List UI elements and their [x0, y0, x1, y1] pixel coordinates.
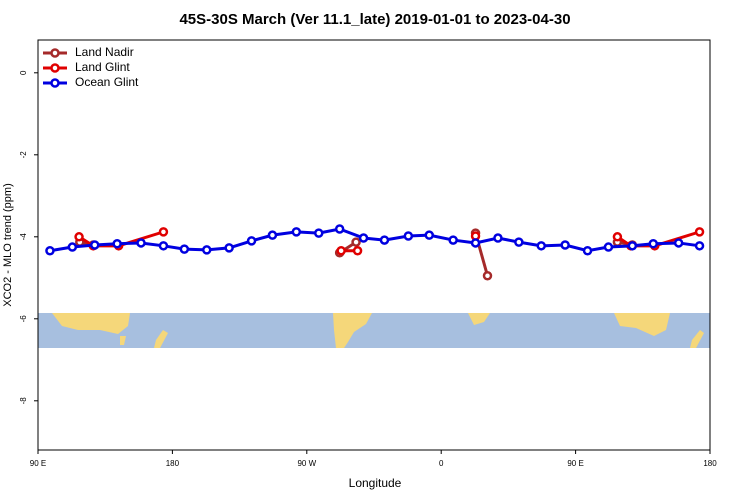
legend-label: Ocean Glint [75, 75, 139, 89]
x-tick-label: 90 E [567, 459, 583, 468]
data-point [482, 271, 493, 281]
data-point [448, 235, 458, 245]
data-point [291, 227, 302, 237]
data-point [536, 241, 547, 251]
land-shape [468, 313, 490, 325]
data-point [336, 245, 346, 256]
data-point [201, 245, 212, 255]
data-point [313, 228, 324, 238]
legend-marker [50, 63, 60, 73]
map-strip [38, 313, 710, 348]
x-tick-label: 180 [703, 459, 717, 468]
data-point [694, 227, 705, 237]
legend-label: Land Glint [75, 60, 130, 74]
plot-frame [37, 39, 711, 451]
data-point [673, 238, 684, 248]
land-shape [614, 313, 670, 336]
data-point [179, 244, 190, 254]
y-axis-label: XCO2 - MLO trend (ppm) [2, 183, 14, 306]
y-tick-label: -4 [19, 233, 28, 241]
x-tick-label: 0 [439, 459, 444, 468]
data-point [470, 238, 481, 248]
data-point [224, 243, 234, 253]
data-point [612, 232, 623, 242]
x-tick-label: 90 W [297, 459, 316, 468]
data-point [694, 241, 705, 251]
legend-marker [50, 48, 60, 58]
data-point [379, 235, 390, 245]
data-point [351, 237, 361, 247]
data-point [627, 241, 638, 251]
data-point [603, 242, 614, 252]
chart-title: 45S-30S March (Ver 11.1_late) 2019-01-01… [179, 11, 570, 28]
data-point [89, 240, 100, 250]
x-tick-label: 90 E [30, 459, 46, 468]
y-tick-label: -6 [19, 315, 28, 323]
data-point [514, 237, 524, 247]
data-point [493, 233, 503, 243]
y-tick-label: -2 [19, 151, 28, 159]
data-point [648, 239, 659, 249]
data-point [334, 224, 345, 234]
data-point [45, 245, 55, 256]
legend-marker [50, 78, 60, 88]
land-shape [154, 330, 168, 348]
data-point [582, 245, 593, 256]
data-point [352, 245, 363, 256]
data-point [424, 230, 435, 240]
data-point [67, 242, 78, 252]
land-shape [333, 313, 372, 348]
x-axis-label: Longitude [349, 476, 402, 490]
y-tick-label: -8 [19, 397, 28, 405]
y-tick-label: 0 [19, 70, 28, 75]
land-shape [120, 336, 126, 345]
data-point [267, 230, 278, 240]
data-point [112, 239, 122, 249]
data-point [74, 232, 84, 242]
ocean-background [38, 313, 710, 348]
data-point [136, 238, 146, 248]
data-point [158, 227, 169, 237]
legend-label: Land Nadir [75, 45, 134, 59]
land-shape [52, 313, 130, 334]
data-point [158, 241, 169, 251]
x-tick-label: 180 [166, 459, 180, 468]
land-shape [690, 330, 704, 348]
data-point [358, 233, 369, 243]
data-point [403, 231, 414, 241]
data-point [246, 236, 257, 246]
series-line [49, 227, 700, 253]
data-point [560, 240, 570, 250]
